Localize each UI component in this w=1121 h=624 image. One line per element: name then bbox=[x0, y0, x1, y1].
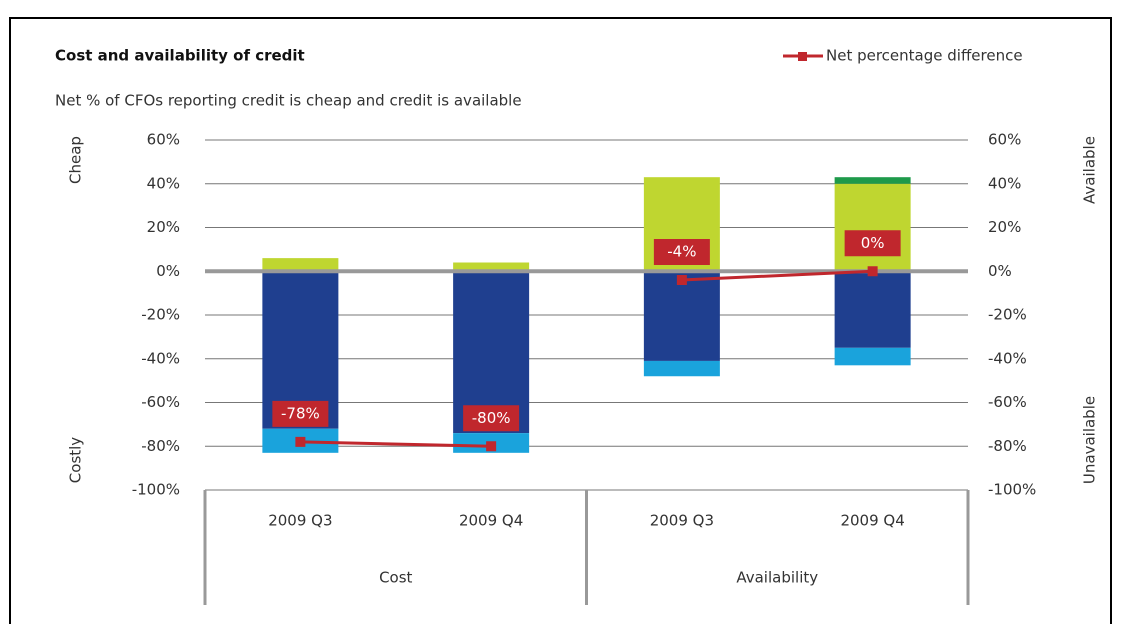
x-tick-label: 2009 Q4 bbox=[840, 512, 904, 530]
group-label: Cost bbox=[379, 569, 412, 587]
y2-tick-label: 60% bbox=[988, 131, 1021, 149]
y-tick-label: -20% bbox=[141, 306, 180, 324]
bar-segment bbox=[262, 258, 339, 272]
data-label: -80% bbox=[472, 409, 511, 427]
net-marker bbox=[867, 266, 878, 277]
bar-segment bbox=[834, 183, 911, 272]
y-tick-label: -100% bbox=[132, 481, 180, 499]
x-tick-label: 2009 Q4 bbox=[459, 512, 523, 530]
y2-tick-label: -100% bbox=[988, 481, 1036, 499]
data-label-box bbox=[463, 405, 520, 432]
y2-tick-label: -20% bbox=[988, 306, 1027, 324]
net-marker bbox=[676, 275, 687, 285]
bar-segment bbox=[834, 177, 911, 184]
legend-marker bbox=[798, 52, 807, 61]
chart-subtitle: Net % of CFOs reporting credit is cheap … bbox=[55, 92, 522, 110]
x-tick-label: 2009 Q3 bbox=[650, 512, 714, 530]
data-label: -4% bbox=[667, 243, 696, 261]
data-label-box bbox=[653, 239, 710, 265]
side-label: Costly bbox=[67, 437, 85, 484]
net-line bbox=[681, 269, 873, 282]
data-label: -78% bbox=[281, 404, 320, 422]
y2-tick-label: -60% bbox=[988, 393, 1027, 411]
x-tick-label: 2009 Q3 bbox=[268, 512, 332, 530]
y2-tick-label: 40% bbox=[988, 174, 1021, 192]
net-line bbox=[300, 440, 492, 448]
y-tick-label: 0% bbox=[156, 262, 180, 280]
net-marker bbox=[486, 441, 497, 452]
y-tick-label: 40% bbox=[147, 174, 180, 192]
y-tick-label: -60% bbox=[141, 393, 180, 411]
y2-tick-label: 20% bbox=[988, 218, 1021, 236]
y2-tick-label: 0% bbox=[988, 262, 1012, 280]
side-label: Available bbox=[1081, 136, 1099, 204]
y-tick-label: 20% bbox=[147, 218, 180, 236]
side-label: Cheap bbox=[67, 136, 85, 184]
data-label: 0% bbox=[861, 234, 885, 252]
y2-tick-label: -40% bbox=[988, 349, 1027, 367]
y2-tick-label: -80% bbox=[988, 437, 1027, 455]
group-label: Availability bbox=[736, 569, 818, 587]
net-marker bbox=[295, 436, 306, 447]
data-label-box bbox=[272, 400, 329, 427]
data-label-box bbox=[844, 230, 901, 257]
bar-segment bbox=[643, 271, 720, 361]
bar-segment bbox=[643, 360, 720, 377]
y-tick-label: -80% bbox=[141, 437, 180, 455]
side-label: Unavailable bbox=[1081, 396, 1099, 484]
bar-segment bbox=[834, 347, 911, 366]
bar-segment bbox=[834, 271, 911, 348]
bar-segment bbox=[453, 262, 530, 272]
legend-label: Net percentage difference bbox=[826, 47, 1023, 65]
chart-title: Cost and availability of credit bbox=[55, 47, 305, 65]
y-tick-label: 60% bbox=[147, 131, 180, 149]
frame bbox=[9, 17, 1112, 624]
y-tick-label: -40% bbox=[141, 349, 180, 367]
